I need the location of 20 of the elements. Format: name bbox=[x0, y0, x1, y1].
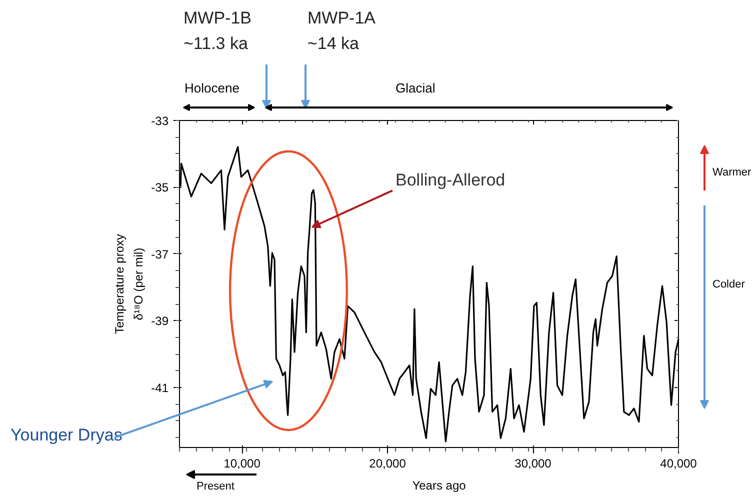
text: MWP-1A ~14 ka bbox=[308, 8, 376, 54]
annotation: Bolling-Allerod bbox=[396, 170, 506, 190]
y-tick-label: -33 bbox=[151, 114, 169, 128]
x-tick-label: 10,000 bbox=[224, 456, 261, 470]
y-tick-label: -37 bbox=[151, 247, 169, 262]
text: Present bbox=[196, 480, 234, 492]
text: Holocene bbox=[184, 80, 240, 96]
y-axis-title: Temperature proxy δ¹⁸O (per mil) bbox=[112, 234, 146, 334]
x-tick-label: 20,000 bbox=[369, 456, 406, 470]
text: Warmer bbox=[712, 166, 752, 178]
text: Colder bbox=[712, 278, 746, 290]
y-tick-label: -41 bbox=[151, 380, 169, 395]
text: Younger Dryas bbox=[10, 426, 122, 444]
x-tick-label: 40,000 bbox=[660, 456, 698, 470]
text: Glacial bbox=[396, 80, 436, 96]
x-tick-label: 30,000 bbox=[514, 456, 552, 470]
text: MWP-1B ~11.3 ka bbox=[184, 8, 252, 54]
y-tick-label: -39 bbox=[151, 314, 169, 328]
y-tick-label: -35 bbox=[151, 180, 169, 195]
x-axis-title: Years ago bbox=[412, 478, 466, 492]
